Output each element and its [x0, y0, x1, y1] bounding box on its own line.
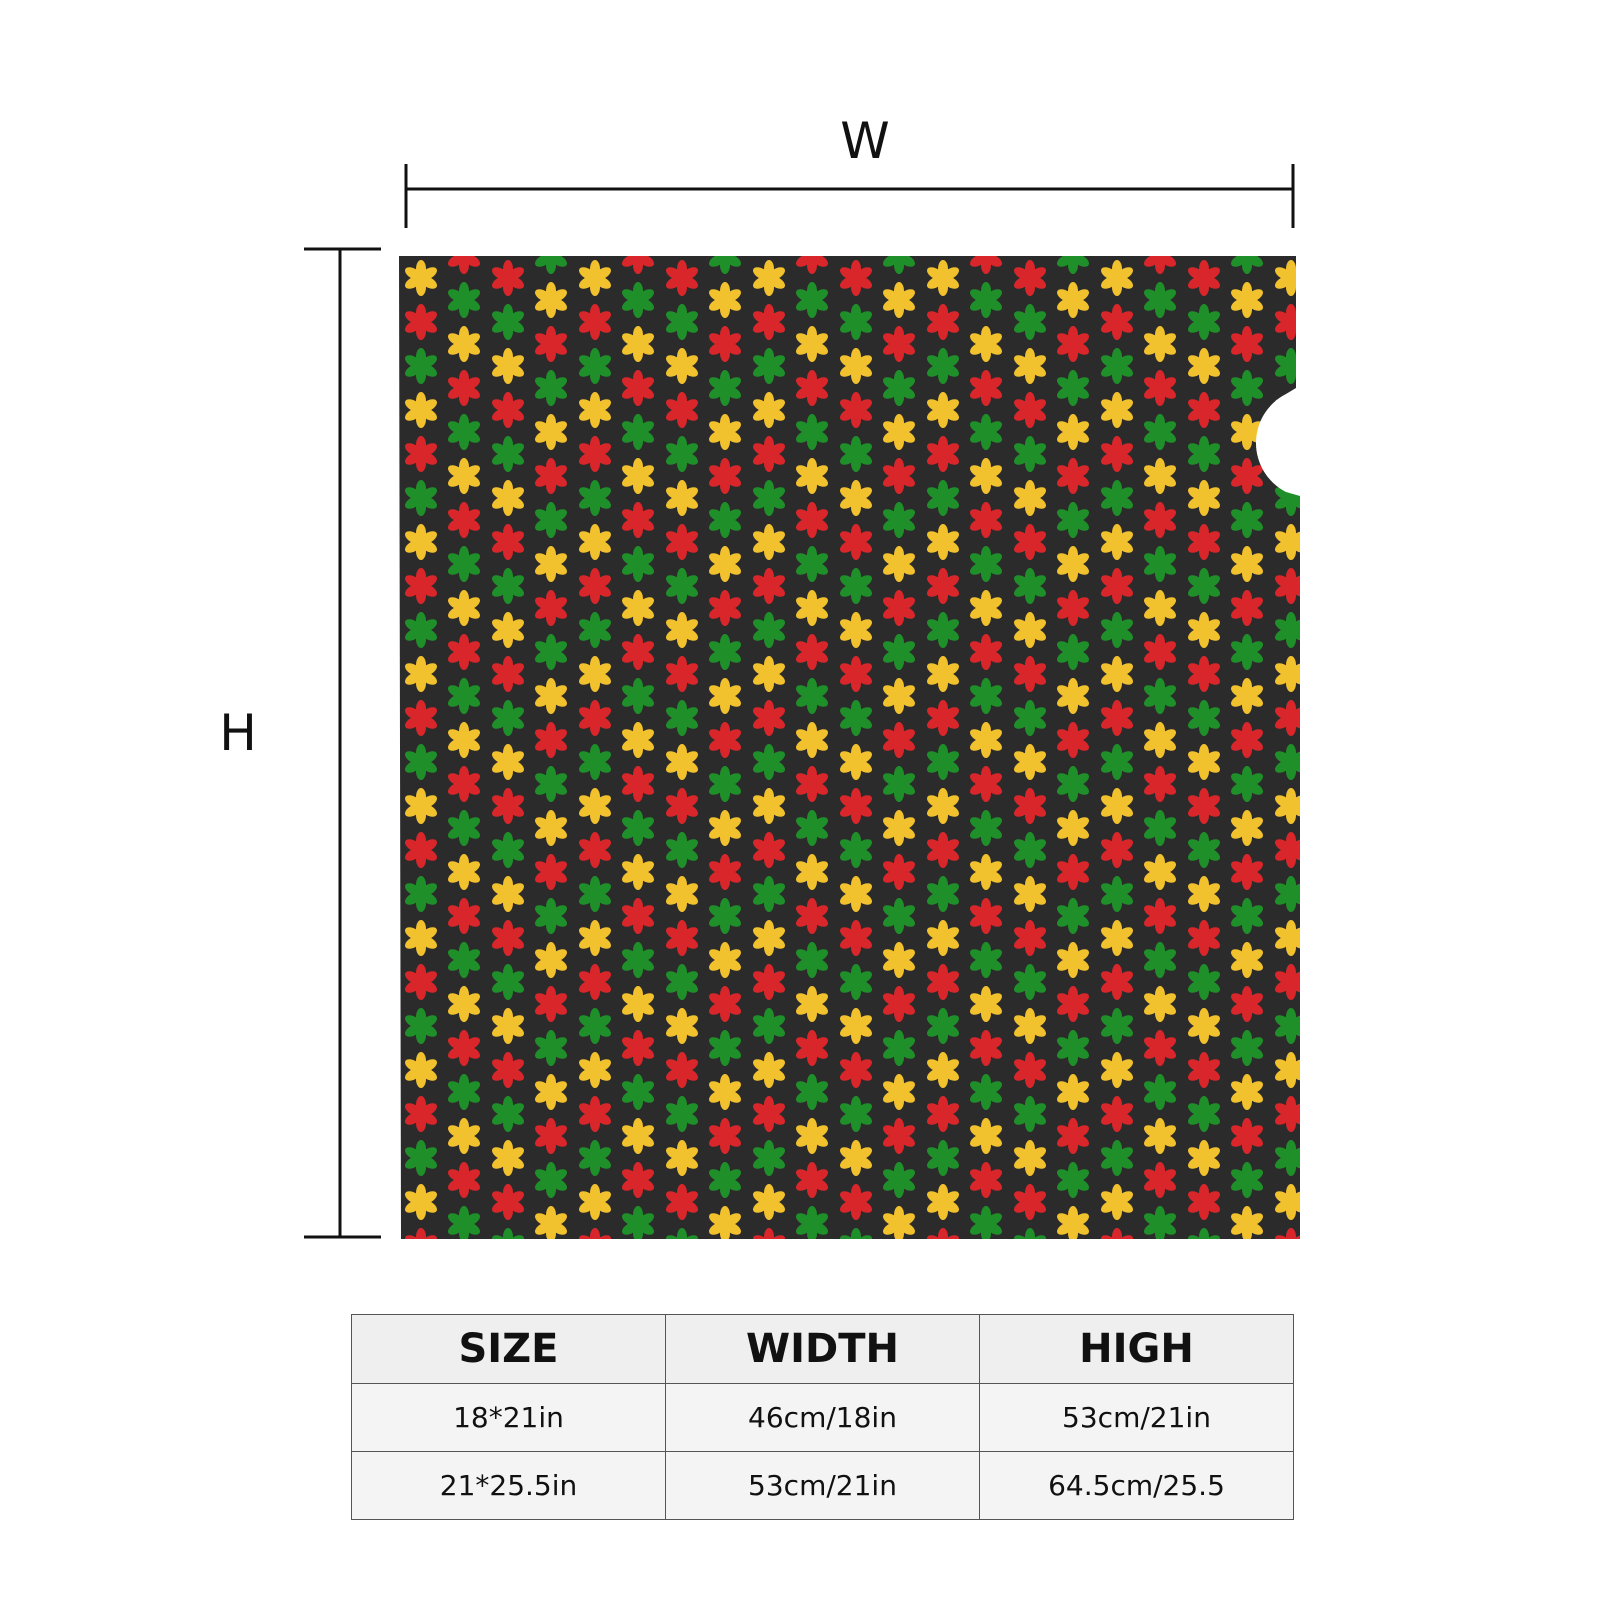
width-label: W [840, 112, 889, 170]
table-row: 21*25.5in 53cm/21in 64.5cm/25.5 [351, 1451, 1294, 1520]
header-cell: SIZE [351, 1314, 666, 1384]
size-table: SIZE WIDTH HIGH 18*21in 46cm/18in 53cm/2… [351, 1314, 1294, 1520]
table-row: 18*21in 46cm/18in 53cm/21in [351, 1383, 1294, 1452]
table-cell: 21*25.5in [351, 1451, 666, 1520]
height-label: H [219, 704, 257, 762]
table-cell: 18*21in [351, 1383, 666, 1452]
header-row: SIZE WIDTH HIGH [351, 1314, 1294, 1384]
header-cell: WIDTH [665, 1314, 980, 1384]
table-cell: 46cm/18in [665, 1383, 980, 1452]
table-cell: 64.5cm/25.5 [979, 1451, 1294, 1520]
mailbox-cover [399, 256, 1300, 1239]
header-cell: HIGH [979, 1314, 1294, 1384]
product-diagram: W H [219, 112, 1300, 1239]
table-cell: 53cm/21in [979, 1383, 1294, 1452]
table-cell: 53cm/21in [665, 1451, 980, 1520]
